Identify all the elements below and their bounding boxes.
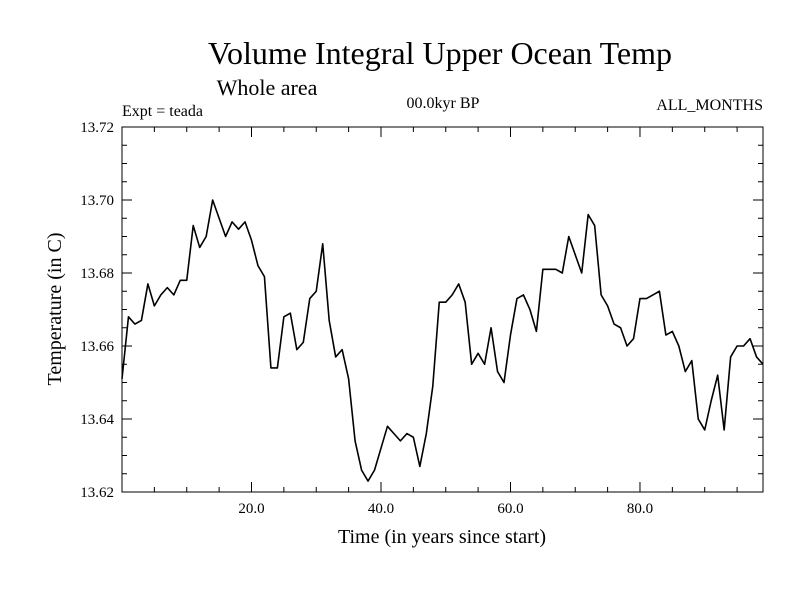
x-tick-label: 40.0 — [368, 501, 394, 517]
annotation-center: 00.0kyr BP — [407, 95, 480, 112]
chart-subtitle: Whole area — [217, 75, 318, 100]
plot-frame — [121, 126, 764, 493]
annotation-left: Expt = teada — [122, 103, 203, 120]
y-tick-label: 13.64 — [80, 412, 114, 428]
axis-tick-labels: 20.0 40.0 60.0 80.0 13.62 13.64 13.66 13.68 13.7… — [80, 120, 653, 517]
axis-ticks — [122, 127, 763, 492]
y-tick-label: 13.72 — [80, 120, 114, 136]
y-axis-label: Temperature (in C) — [44, 233, 66, 386]
annotation-right: ALL_MONTHS — [656, 97, 763, 114]
temperature-series-line — [121, 199, 764, 482]
x-tick-label: 60.0 — [497, 501, 523, 517]
x-tick-label: 80.0 — [627, 501, 653, 517]
y-tick-label: 13.68 — [80, 266, 114, 282]
x-axis-label: Time (in years since start) — [338, 526, 546, 548]
chart-title: Volume Integral Upper Ocean Temp — [208, 35, 672, 71]
y-tick-label: 13.66 — [80, 339, 114, 355]
y-tick-label: 13.70 — [80, 193, 114, 209]
y-tick-label: 13.62 — [80, 485, 114, 501]
x-tick-label: 20.0 — [238, 501, 264, 517]
